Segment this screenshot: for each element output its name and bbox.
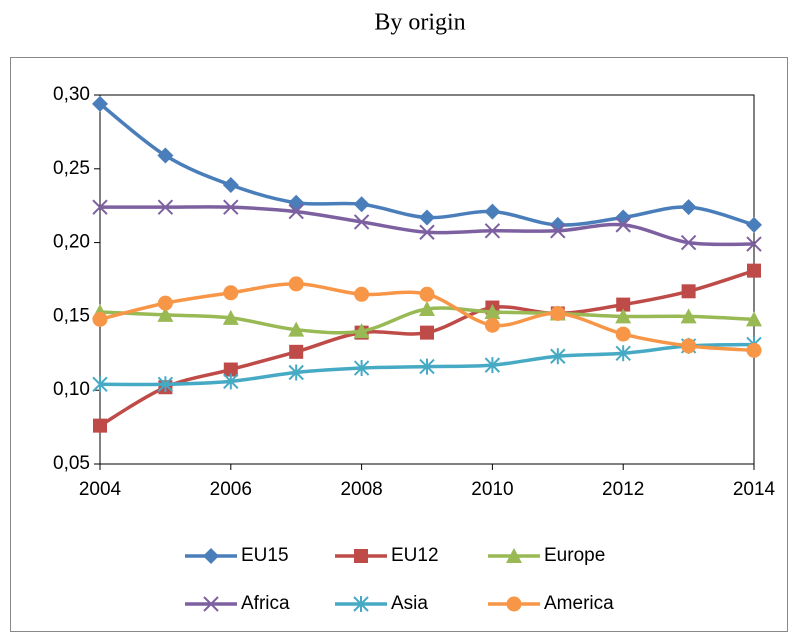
x-tick-label: 2006: [210, 479, 252, 500]
marker: [93, 418, 107, 433]
marker: [92, 199, 108, 215]
x-tick-label: 2010: [471, 479, 513, 500]
marker: [746, 216, 762, 233]
marker: [419, 209, 435, 226]
marker: [506, 596, 522, 612]
marker: [157, 199, 174, 215]
marker: [680, 308, 697, 324]
marker: [157, 295, 173, 311]
marker: [354, 549, 368, 563]
marker: [288, 321, 305, 337]
marker: [681, 338, 697, 354]
y-tick-label: 0,15: [53, 305, 90, 326]
chart-title: By origin: [374, 10, 465, 36]
marker: [747, 263, 761, 278]
legend-label: EU12: [391, 545, 439, 566]
marker: [419, 358, 435, 375]
marker: [354, 286, 370, 302]
marker: [420, 325, 434, 340]
marker: [353, 196, 370, 213]
marker: [550, 223, 566, 239]
marker: [92, 376, 108, 393]
marker: [223, 373, 239, 390]
marker: [746, 311, 762, 327]
marker: [222, 177, 239, 194]
marker: [681, 284, 696, 299]
x-tick-label: 2014: [733, 479, 776, 500]
marker: [157, 147, 174, 164]
marker: [484, 223, 501, 239]
legend-label: Europe: [544, 545, 605, 566]
marker: [223, 199, 239, 215]
marker: [550, 348, 566, 365]
marker: [484, 303, 501, 319]
y-tick-label: 0,20: [53, 232, 90, 253]
x-tick-label: 2008: [340, 479, 382, 500]
legend-label: Africa: [241, 593, 290, 614]
marker: [157, 376, 174, 393]
marker: [419, 224, 435, 240]
marker: [680, 234, 697, 251]
plot-area: [99, 94, 755, 465]
marker: [746, 236, 762, 252]
marker: [615, 308, 632, 324]
y-tick-label: 0,05: [53, 453, 90, 474]
legend-item: EU15: [185, 545, 289, 566]
y-tick-label: 0,25: [53, 158, 90, 179]
marker: [484, 317, 500, 333]
legend-item: Africa: [185, 593, 290, 614]
legend-label: EU15: [241, 545, 289, 566]
marker: [353, 360, 370, 377]
marker: [222, 309, 239, 325]
x-tick-label: 2004: [79, 479, 122, 500]
marker: [289, 344, 304, 359]
marker: [203, 596, 219, 612]
marker: [484, 203, 501, 220]
marker: [157, 306, 174, 322]
marker: [92, 95, 108, 112]
marker: [223, 285, 239, 301]
marker: [288, 203, 304, 220]
legend-item: Europe: [488, 545, 605, 566]
marker: [419, 286, 435, 302]
marker: [506, 548, 522, 563]
marker: [288, 364, 304, 381]
marker: [484, 357, 501, 374]
legend-label: America: [544, 593, 614, 614]
marker: [615, 217, 631, 233]
legend-item: Asia: [335, 593, 428, 614]
chart-frame: [10, 57, 788, 632]
marker: [746, 342, 762, 358]
marker: [616, 297, 631, 312]
marker: [203, 548, 219, 564]
marker: [615, 345, 631, 362]
marker: [680, 199, 697, 216]
legend-item: America: [488, 593, 614, 614]
marker: [615, 326, 631, 342]
marker: [419, 301, 435, 317]
marker: [288, 276, 304, 292]
y-tick-label: 0,10: [53, 379, 90, 400]
marker: [92, 311, 108, 327]
marker: [550, 305, 566, 321]
marker: [353, 596, 369, 612]
x-tick-label: 2012: [602, 479, 644, 500]
marker: [223, 362, 238, 377]
legend-label: Asia: [391, 593, 428, 614]
legend-item: EU12: [335, 545, 439, 566]
marker: [353, 214, 370, 230]
y-tick-label: 0,30: [53, 84, 90, 105]
marker: [353, 323, 370, 339]
